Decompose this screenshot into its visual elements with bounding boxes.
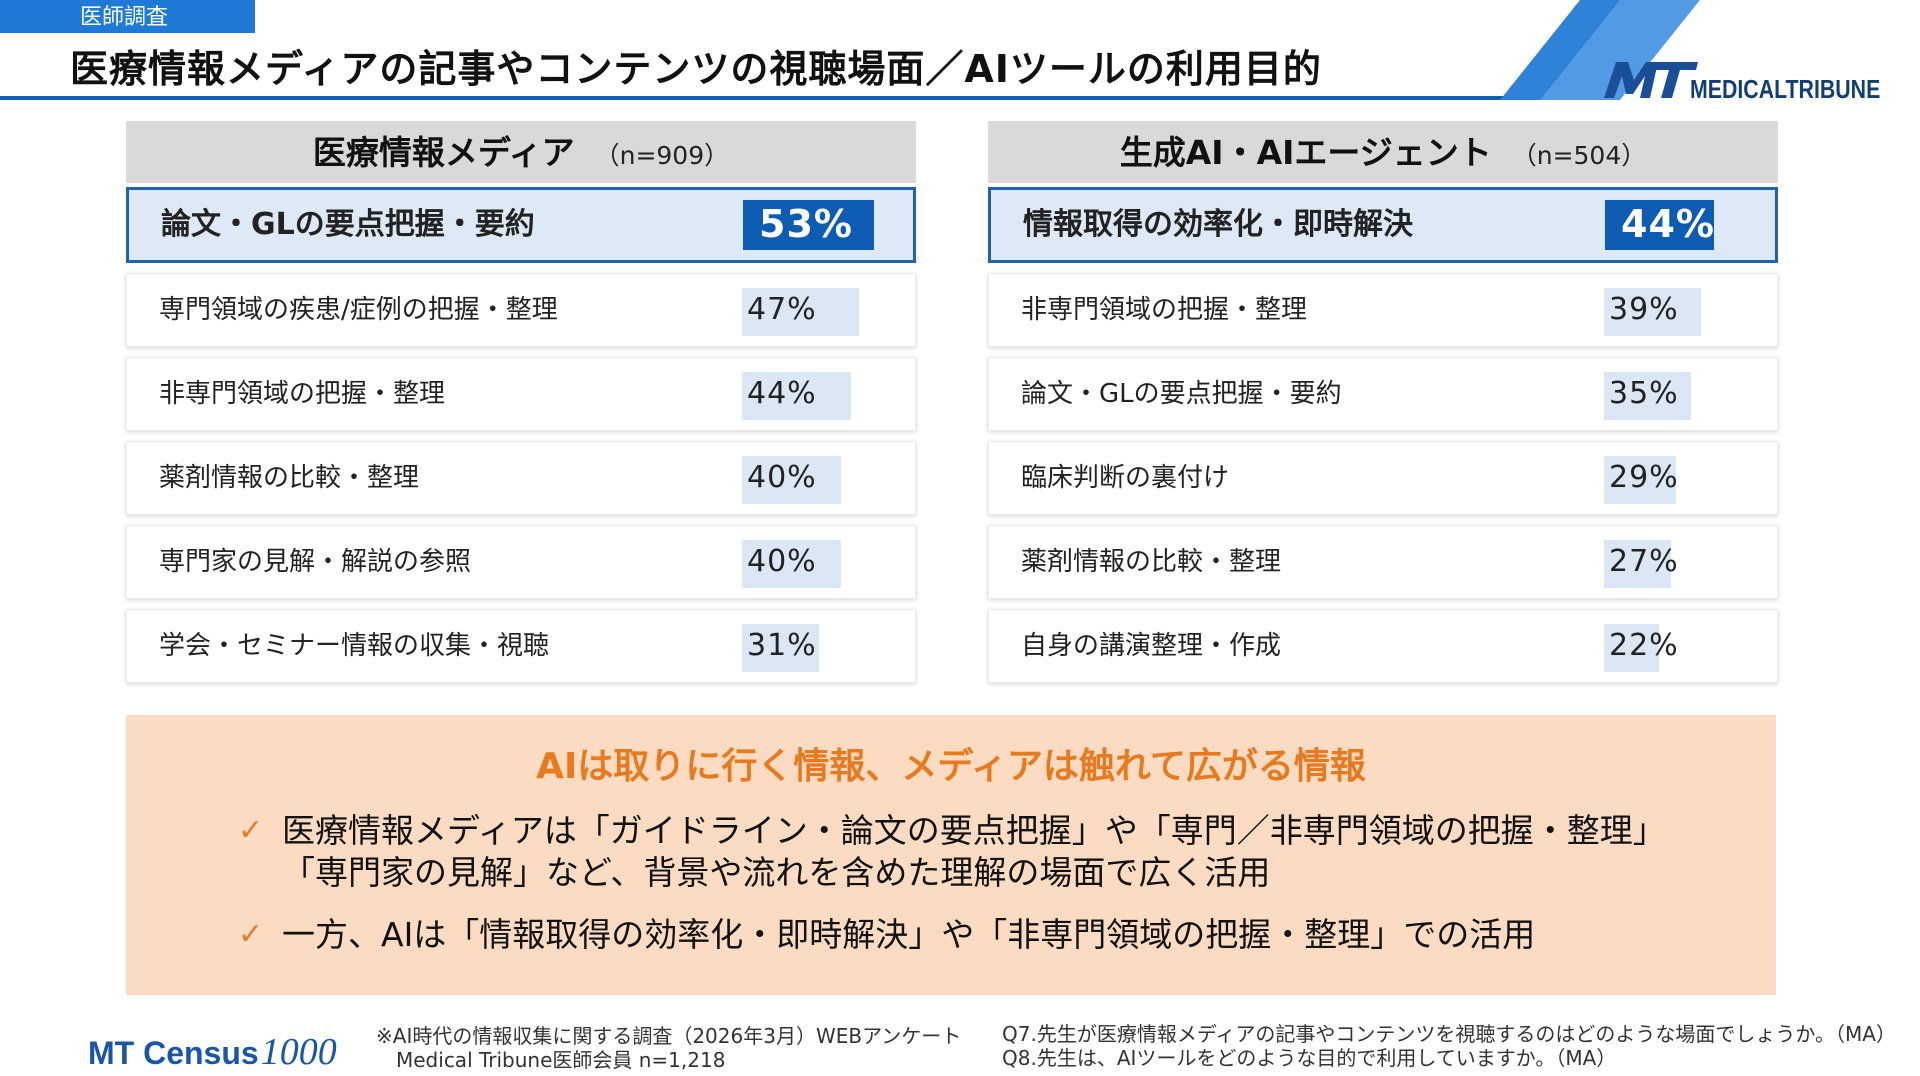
ai-panel: 生成AI・AIエージェント （n=504） 情報取得の効率化・即時解決 44% 非… (988, 121, 1778, 683)
item-label: 薬剤情報の比較・整理 (1021, 547, 1282, 577)
list-item: 学会・セミナー情報の収集・視聴 31% (126, 609, 916, 683)
title-underline (0, 96, 1530, 100)
census-logo-main: MT Census (88, 1035, 259, 1071)
list-item: 薬剤情報の比較・整理 40% (126, 441, 916, 515)
value-bar (743, 200, 874, 250)
item-label: 専門家の見解・解説の参照 (159, 547, 472, 577)
value-bar (742, 624, 819, 672)
question-note-q8: Q8.先生は、AIツールをどのような目的で利用していますか。（MA） (1002, 1046, 1617, 1070)
item-label: 論文・GLの要点把握・要約 (1021, 379, 1342, 409)
question-note-q7: Q7.先生が医療情報メディアの記事やコンテンツを視聴するのはどのような場面でしょ… (1002, 1022, 1896, 1046)
page-title: 医療情報メディアの記事やコンテンツの視聴場面／AIツールの利用目的 (70, 47, 1322, 91)
item-label: 薬剤情報の比較・整理 (159, 463, 420, 493)
item-percent: 29% (1609, 460, 1679, 495)
list-item: 論文・GLの要点把握・要約 35% (988, 357, 1778, 431)
item-label: 非専門領域の把握・整理 (159, 379, 446, 409)
panel-title: 医療情報メディア (312, 133, 575, 172)
item-label: 自身の講演整理・作成 (1021, 631, 1282, 661)
list-item: 薬剤情報の比較・整理 27% (988, 525, 1778, 599)
item-percent: 22% (1609, 628, 1679, 663)
item-label: 専門領域の疾患/症例の把握・整理 (159, 295, 558, 325)
section-tag: 医師調査 (0, 0, 255, 33)
value-bar (1605, 200, 1714, 250)
list-item: 非専門領域の把握・整理 44% (126, 357, 916, 431)
source-note: ※AI時代の情報収集に関する調査（2026年3月）WEBアンケート (376, 1024, 962, 1048)
corner-stripe-decoration (1500, 0, 1920, 100)
item-percent: 47% (747, 292, 817, 327)
value-bar (1604, 288, 1701, 336)
summary-box: AIは取りに行く情報、メディアは触れて広がる情報 ✓ 医療情報メディアは「ガイド… (126, 715, 1776, 995)
item-percent: 40% (747, 460, 817, 495)
census-logo-script: 1000 (260, 1031, 337, 1073)
item-percent: 44% (1621, 202, 1715, 246)
list-item: 自身の講演整理・作成 22% (988, 609, 1778, 683)
summary-point-text: 「専門家の見解」など、背景や流れを含めた理解の場面で広く活用 (282, 853, 1271, 892)
mt-logo-icon (1604, 62, 1698, 98)
item-label: 臨床判断の裏付け (1021, 463, 1230, 493)
source-note-sample: Medical Tribune医師会員 n=1,218 (396, 1048, 726, 1072)
item-label: 学会・セミナー情報の収集・視聴 (159, 631, 550, 661)
panel-header: 医療情報メディア （n=909） (126, 121, 916, 183)
item-percent: 35% (1609, 376, 1679, 411)
media-panel: 医療情報メディア （n=909） 論文・GLの要点把握・要約 53% 専門領域の疾… (126, 121, 916, 683)
value-bar (1604, 372, 1691, 420)
panel-title: 生成AI・AIエージェント (1119, 133, 1492, 172)
value-bar (742, 456, 841, 504)
check-icon: ✓ (238, 813, 264, 848)
item-percent: 40% (747, 544, 817, 579)
item-percent: 44% (747, 376, 817, 411)
value-bar (1604, 456, 1676, 504)
census-logo: MT Census1000 (88, 1030, 337, 1074)
value-bar (742, 540, 841, 588)
item-label: 情報取得の効率化・即時解決 (1023, 207, 1413, 242)
summary-point-text: 医療情報メディアは「ガイドライン・論文の要点把握」や「専門／非専門領域の把握・整… (282, 811, 1666, 850)
item-percent: 27% (1609, 544, 1679, 579)
list-item: 情報取得の効率化・即時解決 44% (988, 187, 1778, 263)
item-percent: 53% (759, 202, 853, 246)
brand-name: MEDICALTRIBUNE (1690, 74, 1881, 104)
list-item: 専門領域の疾患/症例の把握・整理 47% (126, 273, 916, 347)
panel-sample-size: （n=504） (1511, 141, 1647, 170)
value-bar (1604, 624, 1659, 672)
item-percent: 39% (1609, 292, 1679, 327)
panel-header: 生成AI・AIエージェント （n=504） (988, 121, 1778, 183)
list-item: 臨床判断の裏付け 29% (988, 441, 1778, 515)
item-label: 非専門領域の把握・整理 (1021, 295, 1308, 325)
list-item: 論文・GLの要点把握・要約 53% (126, 187, 916, 263)
item-percent: 31% (747, 628, 817, 663)
summary-point-text: 一方、AIは「情報取得の効率化・即時解決」や「非専門領域の把握・整理」での活用 (282, 915, 1536, 954)
summary-title: AIは取りに行く情報、メディアは触れて広がる情報 (536, 746, 1366, 787)
panel-sample-size: （n=909） (594, 141, 730, 170)
check-icon: ✓ (238, 917, 264, 952)
list-item: 非専門領域の把握・整理 39% (988, 273, 1778, 347)
item-label: 論文・GLの要点把握・要約 (161, 207, 535, 242)
value-bar (1604, 540, 1671, 588)
value-bar (742, 372, 851, 420)
list-item: 専門家の見解・解説の参照 40% (126, 525, 916, 599)
value-bar (742, 288, 859, 336)
